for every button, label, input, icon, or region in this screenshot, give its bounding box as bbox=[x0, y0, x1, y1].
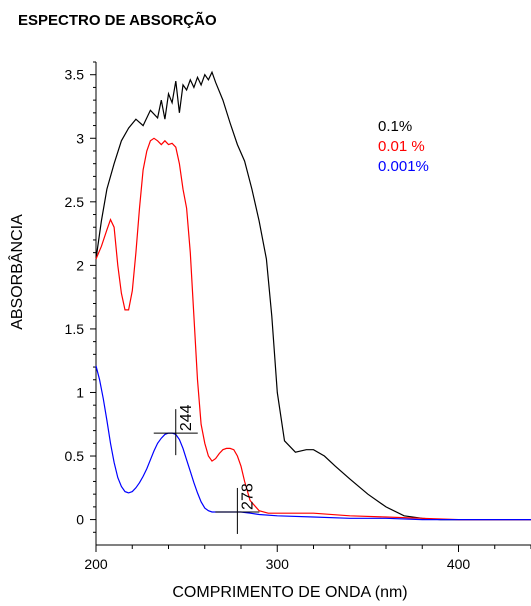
legend-entry: 0.01 % bbox=[378, 138, 425, 155]
y-tick-label: 1.5 bbox=[65, 321, 85, 337]
axes: 0 0.5 1 1.5 2 2.5 3 3.5 200 300 400 bbox=[65, 61, 531, 572]
y-tick-label: 2.5 bbox=[65, 194, 85, 210]
y-tick-label: 2 bbox=[76, 257, 84, 273]
y-tick-label: 0.5 bbox=[65, 448, 85, 464]
x-axis-label: COMPRIMENTO DE ONDA (nm) bbox=[172, 584, 407, 601]
annotations: 244 278 bbox=[153, 404, 260, 534]
annotation-label: 278 bbox=[239, 483, 256, 510]
y-tick-label: 3.5 bbox=[65, 67, 85, 83]
series-line-1 bbox=[95, 70, 531, 521]
legend-entry: 0.1% bbox=[378, 118, 412, 135]
legend-entry: 0.001% bbox=[378, 158, 429, 175]
y-tick-label: 1 bbox=[76, 384, 84, 400]
chart-title: ESPECTRO DE ABSORÇÃO bbox=[18, 12, 217, 29]
plot-lines bbox=[95, 70, 531, 521]
y-tick-label: 3 bbox=[76, 130, 84, 146]
series-line-3 bbox=[95, 365, 531, 521]
y-tick-label: 0 bbox=[76, 512, 84, 528]
series-line-2 bbox=[95, 137, 531, 521]
x-tick-label: 200 bbox=[84, 556, 108, 572]
legend: 0.1% 0.01 % 0.001% bbox=[378, 118, 429, 175]
annotation-label: 244 bbox=[178, 404, 195, 431]
x-tick-label: 300 bbox=[266, 556, 290, 572]
x-tick-label: 400 bbox=[447, 556, 471, 572]
y-axis-label: ABSORBÂNCIA bbox=[7, 214, 26, 330]
